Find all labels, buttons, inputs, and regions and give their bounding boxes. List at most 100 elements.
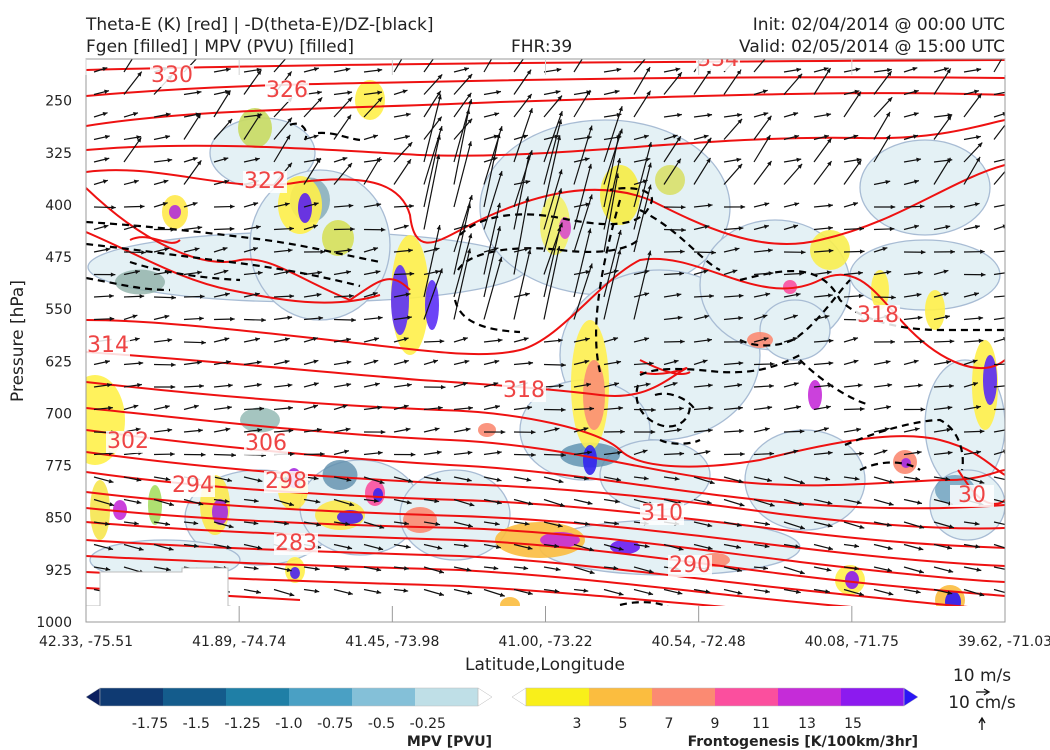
- wind-vector: [603, 360, 622, 366]
- wind-vector: [843, 337, 859, 343]
- y-tick-label: 625: [45, 354, 72, 370]
- x-tick-label: 39.62, -71.03: [958, 634, 1050, 650]
- ddz-contour: [619, 601, 671, 609]
- wind-vector: [753, 383, 774, 389]
- wind-vector: [963, 202, 980, 208]
- wind-vector: [663, 249, 685, 254]
- wind-vector: [573, 450, 592, 456]
- wind-vector: [663, 406, 684, 411]
- fgen-region: [610, 540, 640, 554]
- wind-vector: [783, 360, 803, 366]
- wind-vector: [723, 204, 746, 210]
- wind-vector: [603, 565, 619, 571]
- wind-vector: [123, 71, 143, 95]
- wind-vector: [513, 134, 529, 141]
- wind-vector: [603, 382, 620, 388]
- wind-vector: [543, 338, 563, 343]
- wind-vector: [123, 521, 139, 526]
- ddz-contour: [86, 220, 381, 264]
- wind-vector: [453, 233, 473, 298]
- reference-vectors: 10 m/s 10 cm/s: [948, 666, 1016, 730]
- wind-vector: [333, 543, 353, 550]
- wind-vector: [423, 154, 441, 230]
- wind-vector: [183, 452, 206, 457]
- colorbar-tick-label: -1.75: [132, 716, 168, 732]
- wind-vector: [273, 294, 295, 299]
- theta-e-contour-label: 318: [857, 303, 899, 328]
- wind-vector: [333, 404, 348, 411]
- wind-vector: [843, 498, 862, 505]
- wind-vector: [183, 316, 204, 321]
- fgen-region: [298, 193, 312, 223]
- wind-vector: [483, 338, 503, 343]
- wind-vector: [303, 427, 322, 433]
- wind-vector: [813, 521, 833, 528]
- wind-vector: [393, 158, 412, 185]
- wind-vector: [873, 96, 893, 118]
- colorbar-swatch: [226, 688, 290, 706]
- colorbar-swatch: [415, 688, 479, 706]
- wind-vector: [543, 89, 561, 96]
- wind-vector: [423, 450, 442, 456]
- wind-vector: [663, 476, 680, 481]
- ddz-contour: [739, 279, 851, 347]
- ddz-contour: [639, 209, 721, 271]
- wind-vector: [363, 269, 381, 276]
- contour-label-bg: [244, 433, 288, 455]
- wind-vector: [153, 158, 173, 163]
- wind-vector: [483, 256, 503, 320]
- theta-e-contour-label: 302: [107, 429, 149, 454]
- ddz-contour: [859, 461, 921, 471]
- wind-vector: [333, 114, 352, 140]
- wind-vector: [603, 588, 624, 596]
- theta-e-contour: [86, 164, 1005, 245]
- wind-vector: [903, 359, 919, 366]
- wind-vector: [363, 521, 385, 529]
- colorbar-tick-label: -1.5: [183, 716, 210, 732]
- wind-vector: [213, 427, 231, 433]
- wind-vector: [543, 543, 560, 549]
- wind-vector: [903, 112, 919, 118]
- wind-vector: [963, 405, 981, 411]
- y-tick-label: 850: [45, 511, 72, 527]
- wind-vector: [813, 405, 831, 411]
- wind-vector: [363, 90, 383, 96]
- wind-vector: [513, 498, 534, 506]
- wind-vector: [273, 566, 292, 572]
- wind-vector: [333, 270, 352, 276]
- wind-vector: [723, 69, 742, 95]
- wind-vector: [753, 314, 768, 321]
- wind-vector: [453, 405, 474, 411]
- wind-vector: [813, 450, 833, 456]
- wind-vector: [633, 250, 652, 320]
- wind-vector: [693, 476, 715, 485]
- wind-vector: [873, 405, 892, 411]
- wind-vector: [513, 247, 530, 253]
- wind-vector: [903, 315, 923, 321]
- wind-vector: [963, 338, 984, 343]
- wind-vector: [753, 521, 770, 526]
- wind-vector: [903, 383, 923, 388]
- colorbar-swatch: [100, 688, 164, 706]
- wind-vector: [873, 295, 896, 300]
- wind-vector: [783, 382, 799, 388]
- forecast-hour: FHR:39: [511, 37, 573, 57]
- wind-vector: [813, 427, 829, 433]
- wind-vector: [93, 293, 114, 299]
- wind-vector: [933, 224, 951, 231]
- wind-vector: [813, 112, 832, 118]
- wind-vector: [483, 521, 500, 526]
- wind-vector: [423, 405, 443, 411]
- wind-vector: [543, 119, 563, 185]
- wind-vector: [633, 543, 650, 549]
- wind-vector: [243, 428, 263, 433]
- wind-vector: [303, 566, 320, 571]
- wind-vector: [363, 337, 380, 343]
- wind-vector: [573, 163, 593, 230]
- wind-vector: [873, 383, 893, 388]
- wind-vector: [783, 271, 804, 276]
- wind-vector: [693, 543, 713, 551]
- colorbar-tick-label: -0.75: [317, 716, 353, 732]
- wind-vector: [663, 359, 679, 366]
- wind-vector: [93, 179, 109, 186]
